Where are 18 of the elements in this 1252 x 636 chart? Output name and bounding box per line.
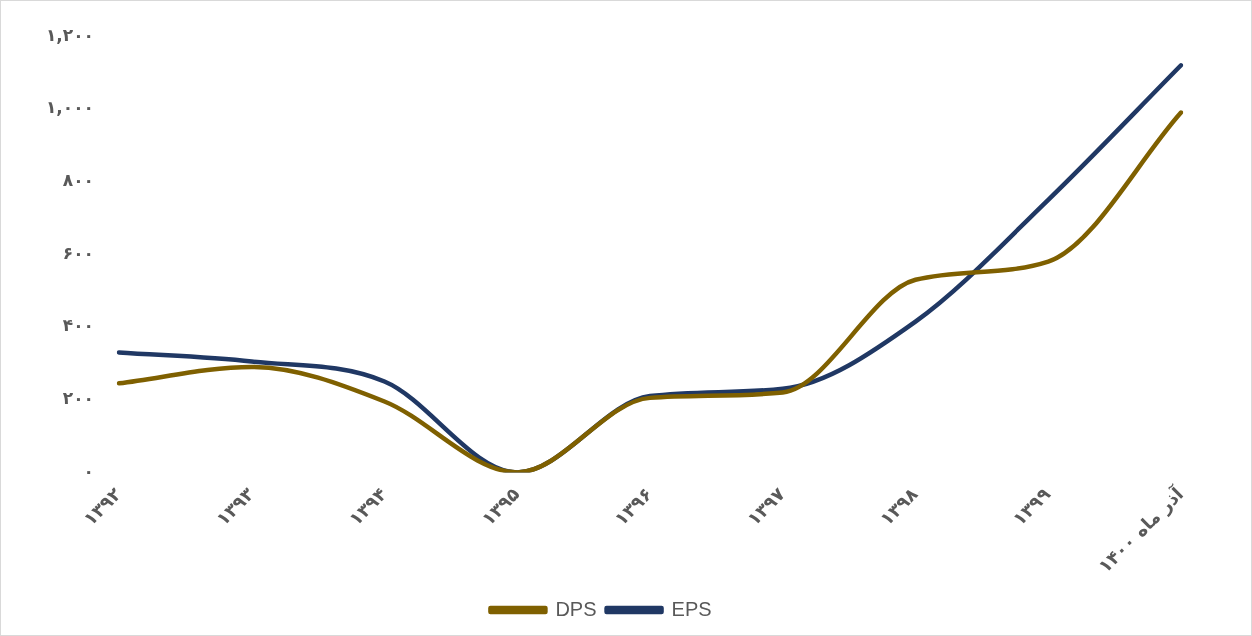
y-tick-label: ۲۰۰ bbox=[62, 388, 94, 409]
x-tick-label: ۱۳۹۳ bbox=[211, 483, 258, 530]
x-tick-label: ۱۳۹۷ bbox=[742, 483, 789, 530]
y-tick-label: ۴۰۰ bbox=[62, 315, 94, 336]
x-tick-label: ۱۳۹۲ bbox=[79, 483, 126, 530]
x-tick-label: ۱۳۹۹ bbox=[1008, 483, 1055, 530]
x-tick-label: ۱۳۹۸ bbox=[875, 483, 922, 530]
y-tick-label: ۶۰۰ bbox=[62, 242, 94, 263]
legend-label: DPS bbox=[555, 597, 597, 620]
y-tick-label: ۱,۲۰۰ bbox=[45, 24, 94, 45]
x-tick-label: ۱۳۹۶ bbox=[610, 483, 657, 530]
x-tick-label: ۱۳۹۴ bbox=[344, 483, 391, 530]
x-tick-label: ۱۳۹۵ bbox=[477, 483, 524, 530]
y-tick-label: ۸۰۰ bbox=[62, 170, 94, 191]
legend-label: EPS bbox=[671, 597, 712, 620]
y-tick-label: ۱,۰۰۰ bbox=[45, 97, 94, 118]
y-tick-label: ۰ bbox=[83, 460, 94, 481]
x-tick-label: آذر ماه ۱۴۰۰ bbox=[1093, 482, 1188, 577]
